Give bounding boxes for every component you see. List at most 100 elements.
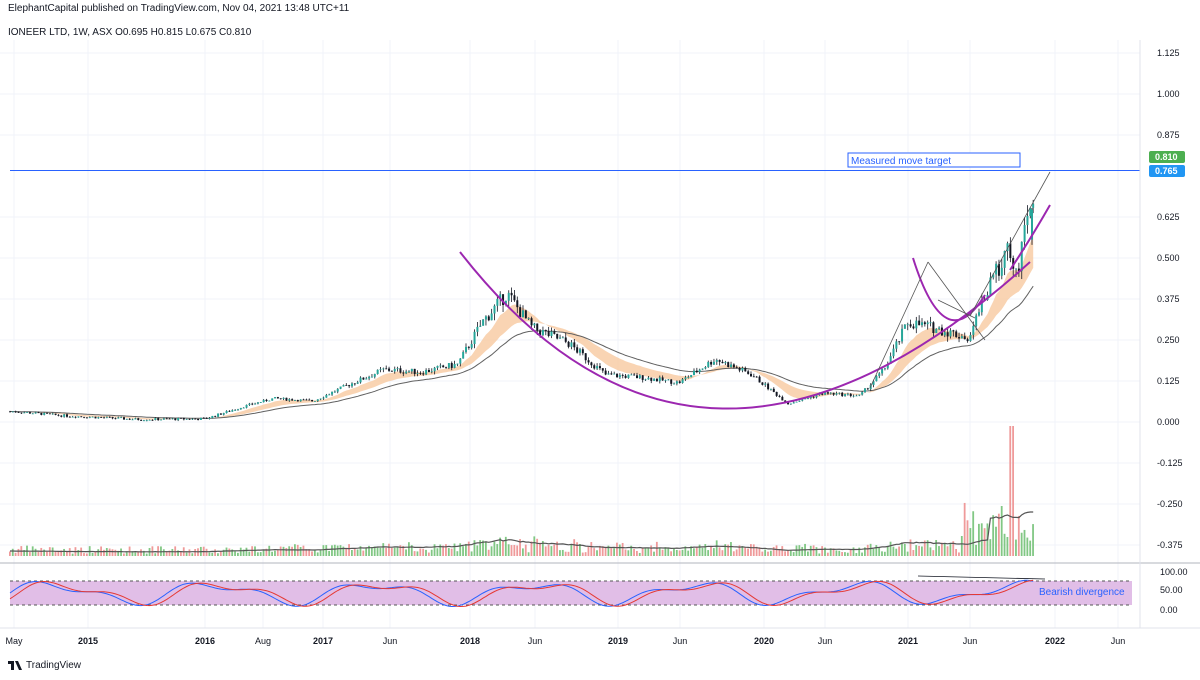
volume-bar [844, 552, 846, 556]
candle-body [214, 415, 217, 417]
volume-bar [305, 549, 308, 556]
candle-body [807, 398, 809, 399]
volume-bar [342, 546, 345, 556]
volume-bar [513, 544, 516, 556]
candle-body [46, 412, 49, 414]
target-annotation-box[interactable] [847, 152, 1021, 168]
volume-bar [83, 553, 85, 556]
volume-bar [978, 523, 980, 556]
candle-body [151, 419, 154, 421]
volume-bar [442, 545, 444, 556]
volume-bar [185, 552, 188, 556]
volume-bar [188, 549, 191, 556]
volume-bar [379, 547, 382, 556]
time-axis[interactable]: May 2015 2016 Aug 2017 Jun 2018 Jun 2019 Jun 2020 J… [5, 636, 1125, 646]
volume-bar [71, 553, 74, 556]
volume-bar [875, 545, 878, 556]
candle-body [522, 310, 524, 318]
volume-bar [636, 550, 638, 556]
volume-bar [755, 546, 758, 556]
volume-bar [484, 541, 487, 556]
candle-body [712, 361, 715, 365]
candle-body [587, 360, 590, 363]
volume-bar [533, 536, 536, 556]
candle-body [789, 403, 792, 405]
candle-body [835, 393, 838, 395]
candle-body [325, 394, 328, 398]
time-tick-label: May [5, 636, 23, 646]
volume-bar [439, 544, 442, 556]
candle-body [408, 371, 410, 373]
candle-body [932, 322, 935, 334]
volume-bar [738, 545, 741, 556]
candle-body [769, 388, 772, 390]
volume-bar [373, 546, 376, 556]
volume-bar [655, 541, 658, 556]
volume-bar [997, 513, 1000, 556]
volume-bar [410, 545, 413, 556]
time-tick-label: Aug [255, 636, 271, 646]
time-tick-label: 2020 [754, 636, 774, 646]
candle-body [935, 328, 938, 334]
volume-bar [142, 550, 145, 556]
candle-body [787, 402, 790, 405]
volume-bar [219, 551, 222, 556]
volume-bar [208, 552, 211, 556]
candle-body [980, 298, 983, 313]
volume-bar [114, 549, 117, 556]
volume-bar [869, 543, 872, 556]
volume-bar [427, 552, 430, 556]
tradingview-brand[interactable]: TradingView [8, 660, 81, 671]
volume-bar [547, 544, 550, 556]
volume-bar [351, 549, 353, 556]
time-tick-label: 2018 [460, 636, 480, 646]
candle-body [262, 399, 265, 403]
candle-body [123, 417, 125, 420]
candle-body [43, 412, 46, 415]
candle-body [661, 377, 664, 381]
candle-body [228, 410, 231, 412]
candle-body [208, 417, 211, 419]
candle-body [436, 365, 439, 368]
volume-bar [256, 552, 259, 556]
candle-body [918, 320, 921, 326]
candle-body [624, 375, 627, 378]
volume-bar [368, 545, 370, 556]
candle-body [690, 374, 693, 378]
candle-body [103, 417, 106, 419]
volume-bar [807, 551, 809, 556]
candle-body [202, 417, 205, 419]
time-tick-label: Jun [1111, 636, 1126, 646]
candle-body [379, 369, 382, 371]
candle-body [450, 363, 453, 368]
divergence-annotation-box[interactable] [1033, 584, 1121, 598]
candle-body [416, 373, 419, 374]
candle-body [909, 324, 912, 327]
volume-bar [467, 541, 470, 556]
volume-bar [499, 537, 501, 556]
candle-body [710, 362, 713, 365]
volume-bar [459, 543, 462, 556]
volume-bar [1029, 540, 1032, 556]
candle-body [342, 385, 345, 387]
candle-body [630, 374, 633, 376]
volume-bar [641, 547, 644, 556]
volume-bar [958, 552, 960, 556]
volume-bar [638, 552, 641, 556]
candle-body [895, 341, 898, 349]
volume-bar [507, 544, 510, 556]
candle-body [142, 420, 145, 422]
volume-bar [983, 528, 986, 556]
candle-body [51, 413, 54, 415]
candle-body [978, 312, 980, 316]
volume-bar [23, 550, 26, 556]
volume-bar [556, 541, 558, 556]
candle-body [767, 383, 770, 390]
candle-body [157, 418, 160, 421]
volume-bar [91, 552, 94, 556]
volume-bar [214, 549, 216, 556]
candle-body [88, 417, 91, 418]
breakout-line [969, 171, 1051, 317]
volume-bar [382, 543, 385, 556]
